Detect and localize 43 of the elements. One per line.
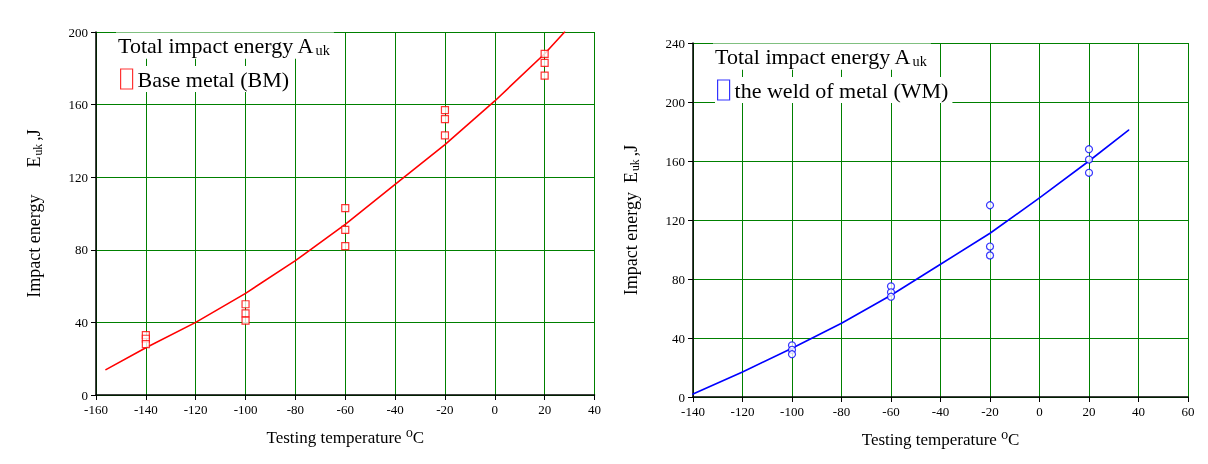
legend-title: Total impact energy Auk [715, 43, 928, 69]
legend-title: Total impact energy Auk [118, 32, 331, 58]
x-tick-label: 40 [588, 402, 601, 417]
legend-label: the weld of metal (WM) [734, 77, 949, 103]
y-tick-label: 200 [665, 94, 685, 110]
x-tick-label: -40 [386, 402, 404, 417]
x-tick-label: -140 [681, 404, 705, 419]
x-tick-label: 0 [491, 402, 499, 417]
x-tick-label: -100 [780, 404, 804, 419]
x-tick-label: -60 [336, 402, 354, 417]
x-tick-label: -100 [233, 402, 258, 417]
x-tick-label: 40 [1132, 404, 1145, 419]
legend-label: Base metal (BM) [137, 66, 290, 92]
x-tick-label: -160 [84, 402, 108, 417]
y-tick-label: 120 [665, 212, 685, 228]
y-tick-label: 120 [68, 169, 88, 185]
x-tick-label: 0 [1036, 404, 1043, 419]
x-tick-label: -60 [882, 404, 900, 419]
y-tick-label: 80 [672, 271, 685, 287]
x-tick-label: -20 [981, 404, 999, 419]
y-tick-label: 240 [665, 35, 685, 51]
x-tick-label: -80 [832, 404, 851, 419]
y-tick-label: 0 [81, 387, 88, 403]
x-tick-label: -140 [133, 402, 158, 417]
y-tick-label: 160 [68, 97, 88, 113]
y-tick-label: 80 [75, 242, 88, 258]
x-tick-label: 20 [538, 402, 552, 417]
x-tick-label: -120 [183, 402, 208, 417]
x-axis-title: Testing temperature ⁰C [266, 428, 425, 447]
y-axis-title: Impact energy Euk,J [24, 129, 45, 298]
y-tick-label: 200 [68, 24, 88, 40]
x-tick-label: 60 [1181, 404, 1195, 419]
x-tick-label: -40 [931, 404, 950, 419]
x-axis-title: Testing temperature ⁰C [861, 430, 1020, 449]
x-tick-label: 20 [1082, 404, 1096, 419]
x-tick-label: -20 [436, 402, 454, 417]
y-tick-label: 0 [678, 389, 685, 405]
x-tick-label: -120 [730, 404, 755, 419]
y-tick-label: 40 [75, 314, 88, 330]
y-tick-label: 160 [665, 153, 685, 169]
y-axis-title: Impact energy Euk,J [621, 144, 642, 296]
x-tick-label: -80 [286, 402, 305, 417]
y-tick-label: 40 [672, 330, 685, 346]
